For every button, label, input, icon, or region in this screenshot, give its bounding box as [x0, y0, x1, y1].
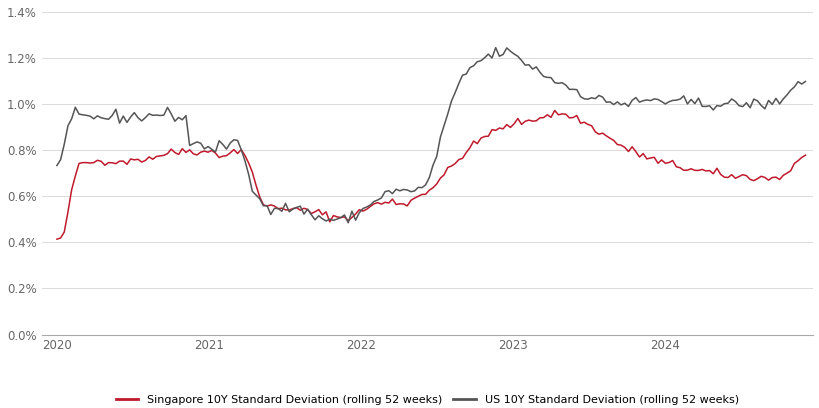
Legend: Singapore 10Y Standard Deviation (rolling 52 weeks), US 10Y Standard Deviation (: Singapore 10Y Standard Deviation (rollin… [111, 390, 742, 408]
